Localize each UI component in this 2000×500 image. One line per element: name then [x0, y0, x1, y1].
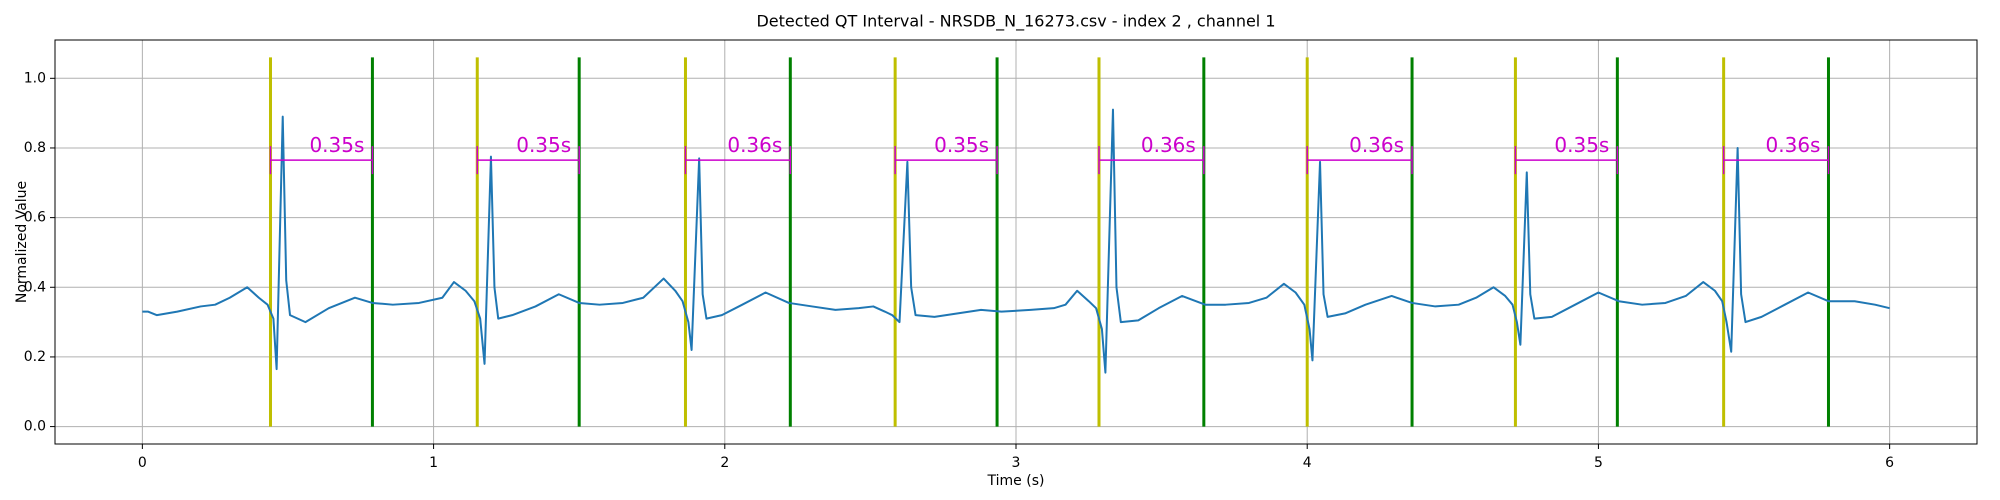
- qt-interval-bracket: [894, 146, 998, 175]
- qt-interval-bracket: [1306, 146, 1413, 175]
- y-tick-label: 1.0: [24, 70, 46, 86]
- qt-interval-label: 0.35s: [1554, 133, 1609, 157]
- qt-interval-label: 0.35s: [516, 133, 571, 157]
- y-tick-label: 0.8: [24, 140, 46, 156]
- qt-interval-label: 0.35s: [934, 133, 989, 157]
- qt-interval-label: 0.35s: [309, 133, 364, 157]
- qt-interval-bracket: [1098, 146, 1205, 175]
- qt-interval-bracket: [476, 146, 580, 175]
- x-tick-label: 4: [1303, 455, 1312, 471]
- qt-interval-label: 0.36s: [1349, 133, 1404, 157]
- y-axis-label: Normalized Value: [14, 181, 30, 303]
- x-tick-label: 2: [720, 455, 729, 471]
- qt-interval-bracket: [269, 146, 374, 175]
- x-tick-label: 1: [429, 455, 438, 471]
- qt-interval-bracket: [1514, 146, 1619, 175]
- plot-frame: [54, 39, 1978, 445]
- qt-interval-bracket: [684, 146, 792, 175]
- y-tick-label: 0.6: [24, 210, 46, 226]
- x-tick-label: 3: [1012, 455, 1021, 471]
- qt-interval-label: 0.36s: [1766, 133, 1821, 157]
- y-tick-label: 0.4: [24, 279, 46, 295]
- x-axis-label: Time (s): [987, 473, 1045, 489]
- x-tick-label: 6: [1885, 455, 1894, 471]
- x-tick-label: 5: [1594, 455, 1603, 471]
- signal-line: [142, 108, 1890, 374]
- x-tick-label: 0: [138, 455, 147, 471]
- chart-title: Detected QT Interval - NRSDB_N_16273.csv…: [756, 12, 1275, 32]
- qt-interval-bracket: [1722, 146, 1830, 175]
- qt-interval-label: 0.36s: [727, 133, 782, 157]
- qt-interval-label: 0.36s: [1141, 133, 1196, 157]
- y-tick-label: 0.0: [24, 419, 46, 435]
- y-tick-label: 0.2: [24, 349, 46, 365]
